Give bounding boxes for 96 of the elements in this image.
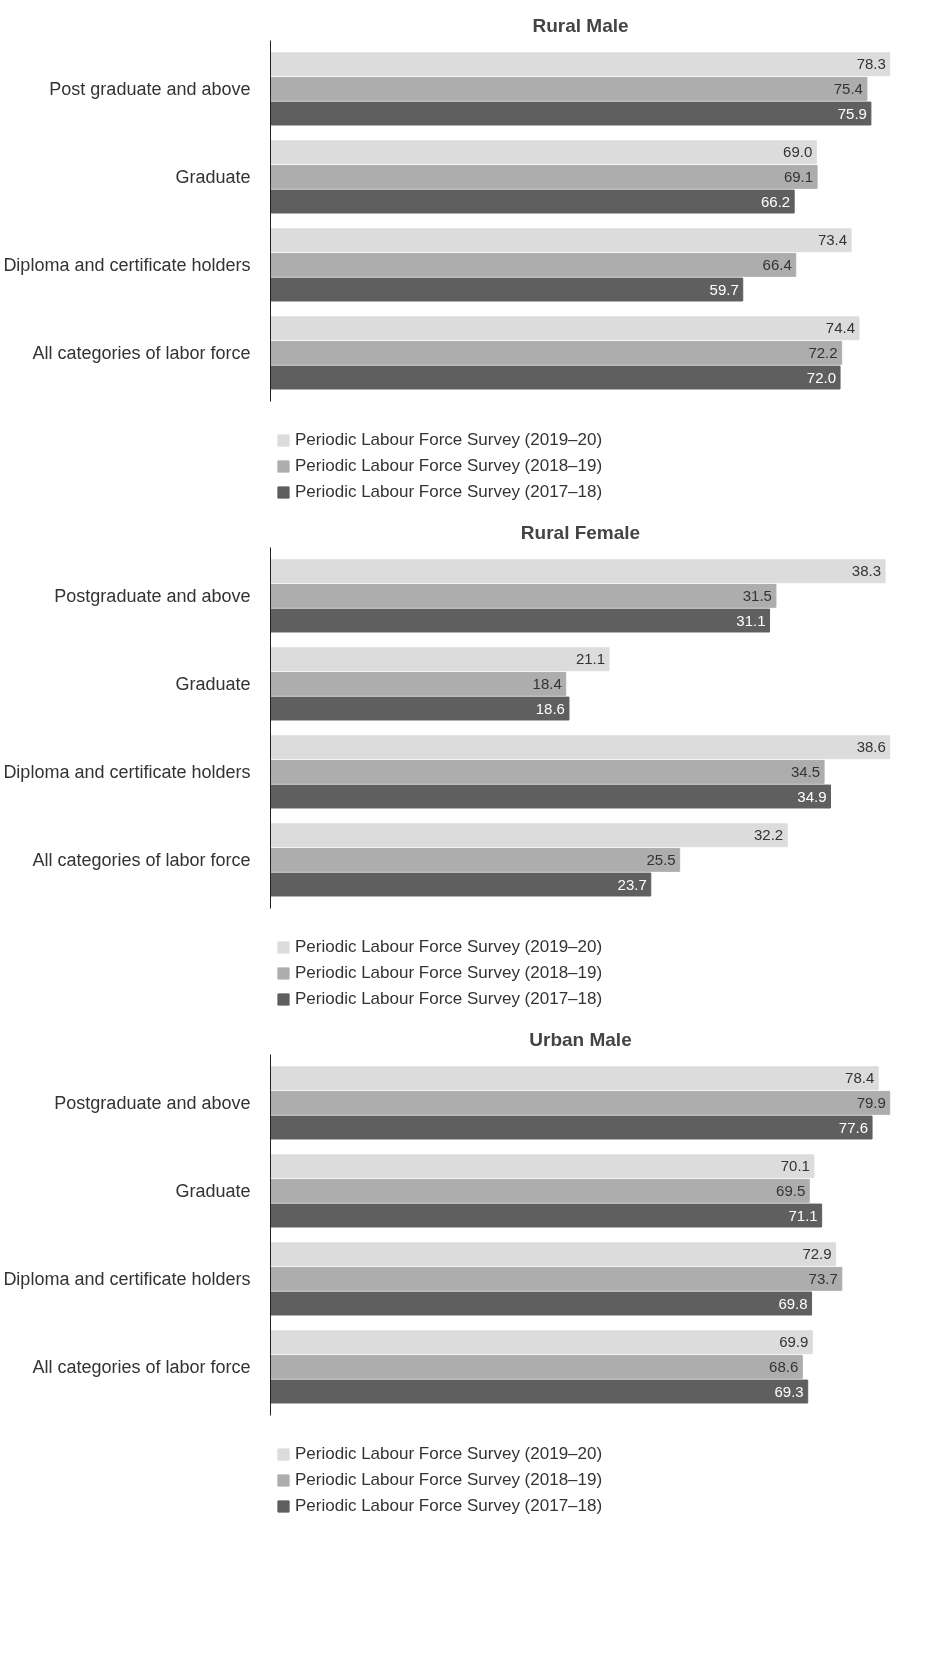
data-label: 69.0 — [783, 143, 813, 161]
y-tick-label: All categories of labor force — [32, 1356, 251, 1377]
data-label: 75.9 — [837, 104, 867, 122]
bar — [270, 76, 868, 101]
bar — [270, 1154, 815, 1179]
bar — [270, 559, 886, 584]
bar — [270, 164, 818, 189]
data-label: 68.6 — [769, 1357, 799, 1375]
bar — [270, 189, 795, 214]
bar — [270, 316, 860, 341]
bar — [270, 735, 891, 760]
y-tick-label: Graduate — [175, 673, 251, 694]
y-tick-label: Postgraduate and above — [54, 1092, 251, 1113]
bar — [270, 1266, 843, 1291]
data-label: 31.5 — [742, 586, 772, 604]
data-label: 59.7 — [709, 280, 739, 298]
data-label: 72.0 — [806, 368, 837, 386]
chart-title: Rural Male — [532, 14, 629, 36]
y-tick-label: Diploma and certificate holders — [3, 254, 251, 275]
data-label: 71.1 — [788, 1206, 818, 1224]
bar — [270, 1330, 813, 1355]
bar — [270, 583, 777, 608]
data-label: 31.1 — [736, 611, 766, 629]
bar — [270, 1242, 837, 1267]
legend-label: Periodic Labour Force Survey (2019–20) — [295, 430, 603, 450]
data-label: 73.4 — [817, 231, 848, 249]
y-tick-label: Diploma and certificate holders — [3, 761, 251, 782]
y-tick-label: Post graduate and above — [49, 78, 251, 99]
legend-label: Periodic Labour Force Survey (2017–18) — [295, 482, 603, 502]
bar — [270, 784, 832, 809]
y-tick-label: All categories of labor force — [32, 849, 251, 870]
data-label: 69.8 — [778, 1294, 808, 1312]
bar — [270, 1379, 809, 1404]
bar — [270, 872, 652, 897]
data-label: 79.9 — [856, 1093, 886, 1111]
bar — [270, 608, 771, 633]
bar — [270, 340, 843, 365]
data-label: 75.4 — [833, 79, 863, 97]
bar — [270, 1291, 813, 1316]
bar — [270, 101, 872, 126]
y-tick-label: Graduate — [175, 1180, 251, 1201]
bar — [270, 228, 852, 253]
bar — [270, 696, 570, 721]
legend-label: Periodic Labour Force Survey (2018–19) — [295, 1470, 603, 1490]
data-label: 72.9 — [802, 1245, 832, 1263]
data-label: 78.3 — [856, 55, 886, 73]
bar — [270, 140, 817, 165]
bar — [270, 252, 797, 277]
data-label: 78.4 — [845, 1069, 875, 1087]
bar — [270, 52, 891, 77]
data-label: 72.2 — [808, 343, 838, 361]
data-label: 21.1 — [575, 650, 606, 668]
data-label: 23.7 — [617, 875, 647, 893]
y-tick-label: Graduate — [175, 166, 251, 187]
data-label: 32.2 — [753, 826, 784, 844]
y-tick-label: Postgraduate and above — [54, 585, 251, 606]
bar — [270, 1178, 810, 1203]
data-label: 74.4 — [825, 319, 856, 337]
bar — [270, 365, 841, 390]
data-label: 38.3 — [851, 562, 882, 580]
data-label: 18.6 — [535, 699, 565, 717]
chart-title: Rural Female — [520, 521, 641, 543]
data-label: 66.2 — [760, 192, 791, 210]
bar — [270, 1090, 891, 1115]
bar — [270, 1115, 873, 1140]
data-label: 69.3 — [774, 1382, 804, 1400]
data-label: 34.5 — [790, 762, 821, 780]
y-tick-label: All categories of labor force — [32, 342, 251, 363]
legend-label: Periodic Labour Force Survey (2018–19) — [295, 963, 603, 983]
data-label: 73.7 — [808, 1269, 838, 1287]
bar — [270, 823, 788, 848]
legend-label: Periodic Labour Force Survey (2019–20) — [295, 1444, 603, 1464]
data-label: 66.4 — [762, 255, 792, 273]
bar — [270, 847, 681, 872]
data-label: 34.9 — [797, 787, 827, 805]
bar — [270, 1354, 803, 1379]
bar — [270, 1203, 823, 1228]
legend-label: Periodic Labour Force Survey (2019–20) — [295, 937, 603, 957]
bar — [270, 647, 610, 672]
bar — [270, 759, 825, 784]
legend-label: Periodic Labour Force Survey (2018–19) — [295, 456, 603, 476]
data-label: 70.1 — [780, 1157, 810, 1175]
bar — [270, 1066, 879, 1091]
data-label: 18.4 — [532, 674, 562, 692]
data-label: 38.6 — [856, 738, 886, 756]
data-label: 69.5 — [776, 1181, 806, 1199]
legend-label: Periodic Labour Force Survey (2017–18) — [295, 989, 603, 1009]
data-label: 69.9 — [779, 1333, 809, 1351]
bar — [270, 671, 567, 696]
bar — [270, 277, 744, 302]
y-tick-label: Diploma and certificate holders — [3, 1268, 251, 1289]
data-label: 69.1 — [783, 167, 814, 185]
data-label: 77.6 — [838, 1118, 869, 1136]
data-label: 25.5 — [646, 850, 676, 868]
legend-label: Periodic Labour Force Survey (2017–18) — [295, 1496, 603, 1516]
chart-title: Urban Male — [529, 1028, 632, 1050]
